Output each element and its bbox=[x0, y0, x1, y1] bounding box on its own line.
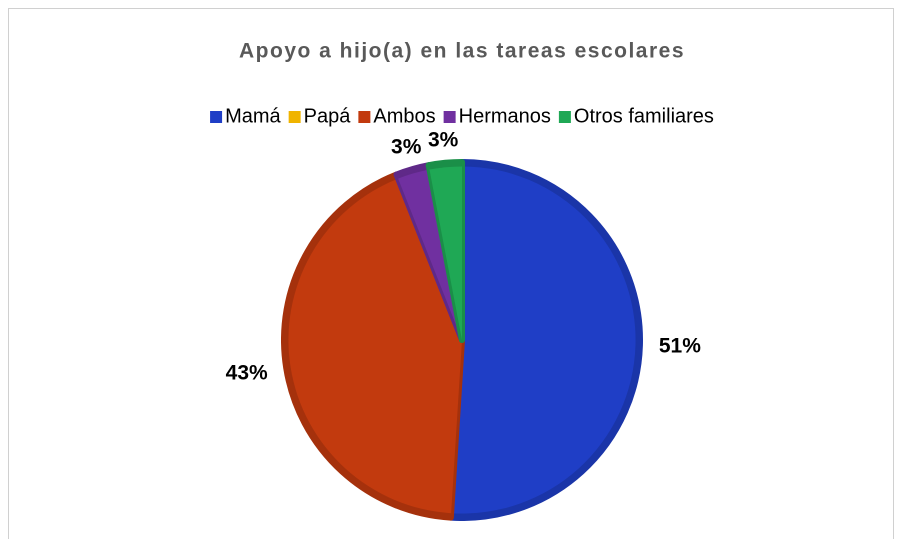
pie-slice-face bbox=[429, 166, 462, 340]
data-label: 43% bbox=[226, 362, 268, 385]
legend-label: Mamá bbox=[225, 105, 281, 127]
pie-slice-face bbox=[398, 169, 462, 340]
data-label: 3% bbox=[428, 128, 459, 151]
pie-slice-face bbox=[288, 178, 462, 514]
legend-swatch bbox=[210, 111, 223, 123]
legend-swatch bbox=[358, 111, 371, 123]
legend-label: Otros familiares bbox=[574, 105, 714, 127]
data-label: 3% bbox=[391, 135, 422, 158]
data-label: 51% bbox=[659, 334, 701, 357]
chart-title: Apoyo a hijo(a) en las tareas escolares bbox=[239, 40, 685, 63]
legend-swatch bbox=[443, 111, 456, 123]
legend-label: Hermanos bbox=[459, 105, 551, 127]
pie-slice-face bbox=[451, 166, 636, 514]
legend-label: Papá bbox=[304, 105, 352, 127]
legend-label: Ambos bbox=[373, 105, 435, 127]
legend-swatch bbox=[288, 111, 301, 123]
legend-swatch bbox=[558, 111, 571, 123]
